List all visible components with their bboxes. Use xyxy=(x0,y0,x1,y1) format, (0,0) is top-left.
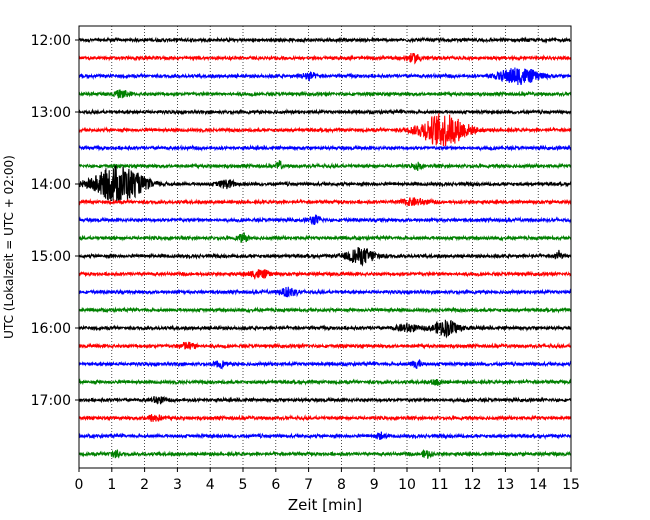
y-tick-label: 12:00 xyxy=(31,33,71,49)
seismic-trace xyxy=(78,89,572,99)
x-tick-label: 13 xyxy=(496,477,514,493)
x-tick-label: 12 xyxy=(464,477,482,493)
x-tick-label: 0 xyxy=(75,477,84,493)
seismic-trace xyxy=(78,341,572,350)
seismic-trace xyxy=(78,52,572,65)
x-tick-label: 4 xyxy=(206,477,215,493)
y-tick-label: 17:00 xyxy=(31,393,71,409)
x-axis: 0 1 2 3 4 5 6 7 8 9 10 11 12 13 14 15 xyxy=(75,468,580,493)
y-axis: 12:00 13:00 14:00 15:00 16:00 17:00 xyxy=(31,33,79,409)
seismic-trace xyxy=(78,448,572,459)
seismic-trace xyxy=(78,36,571,44)
seismic-trace xyxy=(78,359,572,370)
seismic-trace xyxy=(78,269,572,280)
y-tick-label: 13:00 xyxy=(31,105,71,121)
seismic-trace xyxy=(78,319,572,339)
x-tick-label: 7 xyxy=(304,477,313,493)
seismic-trace xyxy=(78,197,572,207)
x-tick-label: 3 xyxy=(173,477,182,493)
x-tick-label: 9 xyxy=(370,477,379,493)
seismic-trace xyxy=(78,214,572,226)
seismic-trace xyxy=(78,232,572,243)
seismic-trace xyxy=(78,144,572,152)
seismic-trace xyxy=(78,247,572,267)
x-tick-label: 10 xyxy=(398,477,416,493)
x-axis-label: Zeit [min] xyxy=(288,496,362,514)
seismic-trace xyxy=(78,286,572,298)
x-tick-label: 11 xyxy=(431,477,449,493)
x-tick-label: 14 xyxy=(529,477,547,493)
y-tick-label: 14:00 xyxy=(31,177,71,193)
plot-frame xyxy=(78,25,572,469)
y-tick-label: 15:00 xyxy=(31,249,71,265)
traces xyxy=(78,36,572,459)
seismic-trace xyxy=(78,431,572,440)
seismic-trace xyxy=(78,165,572,203)
x-tick-label: 2 xyxy=(140,477,149,493)
x-tick-label: 6 xyxy=(271,477,280,493)
seismic-trace xyxy=(78,108,572,116)
seismic-trace xyxy=(78,67,572,86)
x-tick-label: 1 xyxy=(107,477,116,493)
x-tick-label: 15 xyxy=(562,477,580,493)
seismic-trace xyxy=(78,414,572,422)
seismic-trace xyxy=(78,395,572,405)
seismic-trace xyxy=(78,113,572,147)
x-tick-label: 8 xyxy=(337,477,346,493)
y-tick-label: 16:00 xyxy=(31,321,71,337)
x-tick-label: 5 xyxy=(239,477,248,493)
y-axis-label: UTC (Lokalzeit = UTC + 02:00) xyxy=(2,155,16,339)
seismic-trace xyxy=(78,160,572,172)
seismic-trace xyxy=(78,306,572,314)
seismic-trace xyxy=(78,378,572,387)
